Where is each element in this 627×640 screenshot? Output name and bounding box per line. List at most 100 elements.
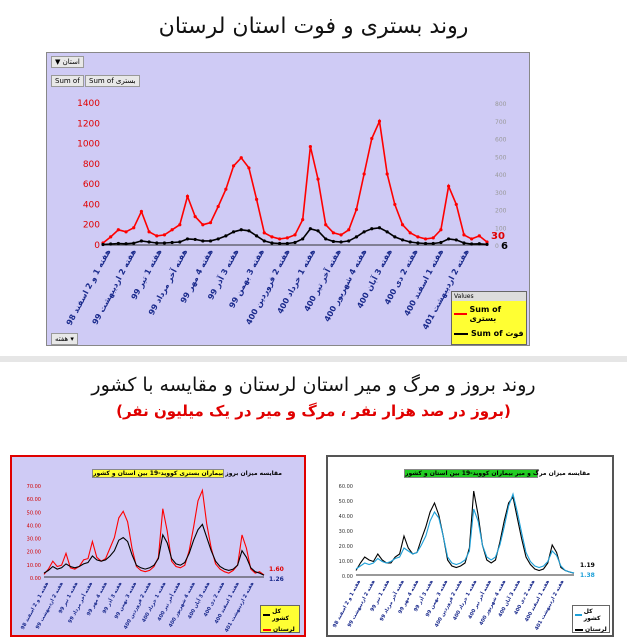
y-tick-label: 1200 <box>77 119 100 129</box>
data-point <box>331 239 335 244</box>
data-point <box>124 242 128 246</box>
legend-item-death: Sum of فوت <box>452 327 526 340</box>
y-tick-label: 20.00 <box>339 544 353 550</box>
data-point <box>485 242 489 246</box>
data-point <box>262 231 266 235</box>
data-point <box>416 235 420 239</box>
data-point <box>162 233 167 237</box>
data-point <box>462 233 466 237</box>
data-point <box>255 234 259 238</box>
last-value-lorestan: 1.19 <box>580 562 595 569</box>
y2-tick-label: 800 <box>495 101 507 108</box>
data-point <box>354 207 359 212</box>
series-line-1 <box>43 523 265 576</box>
province-filter[interactable]: ▼ استان <box>51 56 84 68</box>
y-tick-label: 1000 <box>77 140 100 150</box>
series-line-1 <box>355 492 575 574</box>
data-point <box>170 240 174 245</box>
data-point <box>362 230 366 234</box>
sum-of-hospital-button[interactable]: Sum of بستری <box>85 75 140 87</box>
data-point <box>231 230 236 234</box>
data-point <box>324 237 328 241</box>
section2-title: روند بروز و مرگ و میر استان لرستان و مقا… <box>91 374 536 396</box>
data-point <box>316 229 320 233</box>
series-line-0 <box>355 490 575 574</box>
y-tick-label: 70.00 <box>27 484 41 490</box>
y-tick-label: 200 <box>83 221 100 231</box>
data-point <box>454 238 458 242</box>
hospitalization-death-chart-panel: ▼ استان Sum of Sum of بستری 0 200 400 600 80… <box>46 52 530 346</box>
data-point <box>470 242 474 246</box>
data-point <box>155 241 159 245</box>
filter-label: استان <box>62 58 80 66</box>
y-tick-label: 400 <box>83 200 100 210</box>
data-point <box>147 240 151 244</box>
data-point <box>208 221 213 225</box>
data-point <box>393 202 397 207</box>
sum-of-death-button[interactable]: Sum of <box>51 75 84 87</box>
data-point <box>116 241 120 246</box>
series-line-0 <box>43 488 265 576</box>
data-point <box>155 234 159 238</box>
y-tick-label: 600 <box>83 180 100 190</box>
x-tick-label: هفته آخر مرداد 99 <box>66 580 95 625</box>
data-point <box>139 209 143 214</box>
filter-icon: ▼ <box>55 58 61 66</box>
data-point <box>408 231 412 235</box>
data-point <box>109 235 113 239</box>
data-point <box>447 184 451 188</box>
data-point <box>354 235 359 239</box>
data-point <box>147 230 151 234</box>
data-point <box>193 237 197 242</box>
data-point <box>462 241 466 245</box>
legend-item-country: کل کشور <box>261 606 299 624</box>
data-point <box>470 237 474 241</box>
data-point <box>201 239 205 243</box>
chart-2-legend: کل کشور لرستان <box>260 605 300 633</box>
last-value-lorestan: 1.60 <box>269 566 284 573</box>
data-point <box>193 215 197 219</box>
main-title: روند بستری و فوت استان لرستان <box>158 14 469 39</box>
y-tick-label: 10.00 <box>27 563 41 569</box>
data-point <box>239 228 243 232</box>
y2-tick-label: 400 <box>495 172 507 179</box>
series-line-0 <box>102 118 488 244</box>
chart-3-title: مقایسه میزان مرگ و میر بیماران کووید-19 … <box>404 469 591 478</box>
legend-item-lorestan: لرستان <box>261 624 299 635</box>
chart-1-svg: 0 200 400 600 800 1000 1200 1400 0 100 200 300 400 50… <box>65 99 508 331</box>
y-tick-label: 0.00 <box>30 576 41 582</box>
y-tick-label: 0 <box>94 241 100 251</box>
y-tick-label: 50.00 <box>27 510 41 516</box>
week-filter[interactable]: هفته ▾ <box>51 333 78 345</box>
data-point <box>101 242 105 247</box>
data-point <box>339 240 343 244</box>
y-tick-label: 10.00 <box>339 559 353 565</box>
x-tick-label: هفته 1 و 2 اسفند 98 <box>65 247 113 327</box>
y-tick-label: 40.00 <box>27 523 41 529</box>
data-point <box>132 241 136 245</box>
data-point <box>439 240 443 245</box>
data-point <box>270 241 274 245</box>
y2-tick-label: 300 <box>495 190 507 197</box>
data-point <box>385 230 389 234</box>
data-point <box>201 223 205 227</box>
y2-tick-label: 500 <box>495 154 507 161</box>
y-tick-label: 60.00 <box>339 484 353 490</box>
y-tick-label: 60.00 <box>27 497 41 503</box>
chart-1-legend: Values Sum of بستری Sum of فوت <box>451 291 527 345</box>
data-point <box>224 234 228 238</box>
chart-2-svg: 0.00 10.00 20.00 30.00 40.00 50.00 60.00 70.00 ه… <box>20 484 284 633</box>
data-point <box>331 231 335 235</box>
data-point <box>239 156 243 160</box>
y2-tick-label: 100 <box>495 225 507 232</box>
y-tick-label: 30.00 <box>27 537 41 543</box>
data-point <box>362 172 366 176</box>
data-point <box>485 240 489 244</box>
data-point <box>162 241 167 245</box>
data-point <box>316 177 320 181</box>
data-point <box>400 223 405 227</box>
data-point <box>324 223 328 227</box>
data-point <box>308 145 312 149</box>
data-point <box>139 239 143 243</box>
y2-tick-label: 0 <box>495 243 499 250</box>
